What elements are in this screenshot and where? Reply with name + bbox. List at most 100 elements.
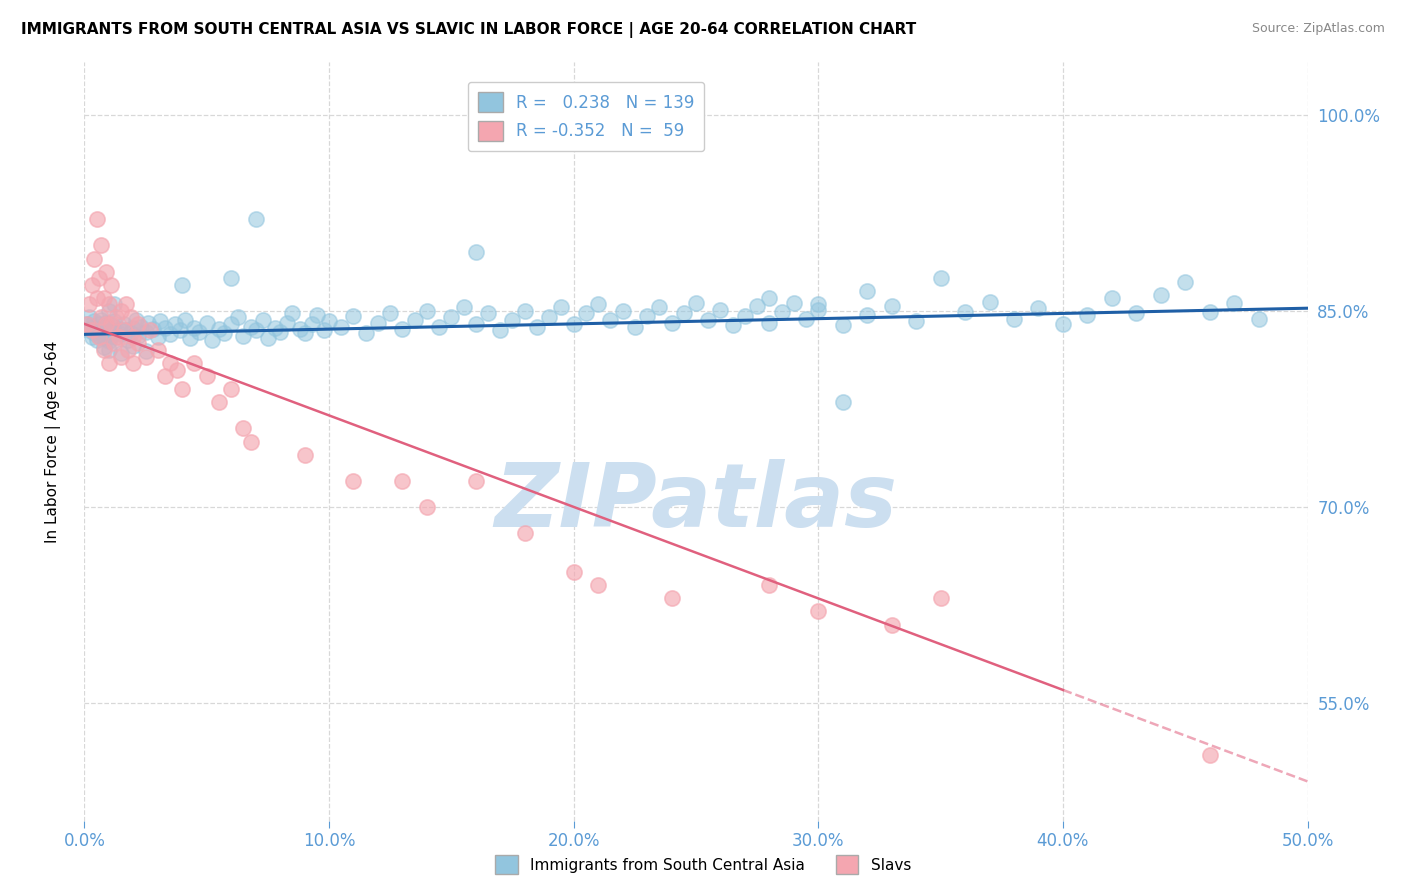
- Point: [538, 310, 561, 325]
- Point: [330, 319, 353, 334]
- Point: [440, 310, 463, 325]
- Point: [103, 336, 125, 351]
- Point: [97, 297, 120, 311]
- Point: [77, 297, 100, 311]
- Point: [807, 302, 830, 317]
- Point: [269, 325, 291, 339]
- Point: [195, 369, 218, 384]
- Point: [86, 333, 108, 347]
- Point: [979, 294, 1001, 309]
- Point: [721, 318, 744, 333]
- Point: [856, 308, 879, 322]
- Point: [120, 326, 142, 340]
- Point: [1076, 308, 1098, 322]
- Legend: R =   0.238   N = 139, R = -0.352   N =  59: R = 0.238 N = 139, R = -0.352 N = 59: [468, 82, 704, 151]
- Point: [93, 331, 115, 345]
- Point: [112, 323, 135, 337]
- Point: [391, 322, 413, 336]
- Point: [758, 291, 780, 305]
- Point: [90, 313, 112, 327]
- Point: [257, 331, 280, 345]
- Point: [807, 605, 830, 619]
- Point: [103, 297, 125, 311]
- Point: [100, 277, 122, 292]
- Point: [929, 591, 952, 606]
- Point: [96, 326, 118, 340]
- Point: [76, 317, 98, 331]
- Point: [697, 313, 720, 327]
- Point: [122, 356, 145, 370]
- Point: [953, 305, 976, 319]
- Point: [117, 343, 139, 357]
- Y-axis label: In Labor Force | Age 20-64: In Labor Force | Age 20-64: [45, 341, 60, 542]
- Point: [1174, 275, 1197, 289]
- Point: [404, 313, 426, 327]
- Point: [342, 474, 364, 488]
- Point: [86, 291, 108, 305]
- Point: [93, 343, 115, 357]
- Point: [416, 500, 439, 514]
- Text: ZIPatlas: ZIPatlas: [495, 458, 897, 546]
- Point: [87, 271, 110, 285]
- Point: [880, 299, 903, 313]
- Point: [135, 350, 157, 364]
- Point: [1247, 311, 1270, 326]
- Point: [76, 317, 98, 331]
- Point: [146, 330, 169, 344]
- Point: [770, 305, 793, 319]
- Point: [734, 309, 756, 323]
- Point: [80, 277, 103, 292]
- Point: [110, 303, 132, 318]
- Point: [232, 421, 254, 435]
- Point: [367, 316, 389, 330]
- Point: [103, 325, 125, 339]
- Point: [575, 306, 598, 320]
- Point: [149, 314, 172, 328]
- Point: [1150, 288, 1173, 302]
- Point: [146, 343, 169, 357]
- Point: [453, 300, 475, 314]
- Point: [105, 310, 128, 325]
- Point: [135, 325, 157, 339]
- Point: [135, 344, 157, 359]
- Point: [93, 291, 115, 305]
- Point: [188, 325, 211, 339]
- Point: [169, 323, 191, 337]
- Point: [661, 591, 683, 606]
- Point: [562, 317, 585, 331]
- Point: [301, 317, 323, 331]
- Point: [354, 326, 377, 340]
- Point: [709, 302, 731, 317]
- Point: [122, 339, 145, 353]
- Legend: Immigrants from South Central Asia, Slavs: Immigrants from South Central Asia, Slav…: [489, 849, 917, 880]
- Point: [636, 309, 658, 323]
- Point: [599, 313, 621, 327]
- Point: [342, 309, 364, 323]
- Point: [172, 277, 194, 292]
- Point: [122, 321, 145, 335]
- Point: [1198, 748, 1220, 763]
- Point: [87, 330, 110, 344]
- Point: [96, 316, 118, 330]
- Point: [77, 310, 100, 325]
- Point: [477, 306, 499, 320]
- Point: [90, 238, 112, 252]
- Point: [129, 319, 152, 334]
- Point: [212, 326, 235, 340]
- Point: [427, 319, 450, 334]
- Point: [245, 323, 267, 337]
- Point: [245, 212, 267, 227]
- Point: [183, 321, 205, 335]
- Point: [464, 317, 486, 331]
- Point: [153, 321, 176, 335]
- Point: [513, 303, 536, 318]
- Point: [758, 316, 780, 330]
- Point: [166, 362, 188, 376]
- Point: [97, 323, 120, 337]
- Point: [288, 322, 311, 336]
- Point: [314, 323, 336, 337]
- Point: [856, 284, 879, 298]
- Point: [1101, 291, 1123, 305]
- Point: [239, 319, 262, 334]
- Point: [1002, 311, 1025, 326]
